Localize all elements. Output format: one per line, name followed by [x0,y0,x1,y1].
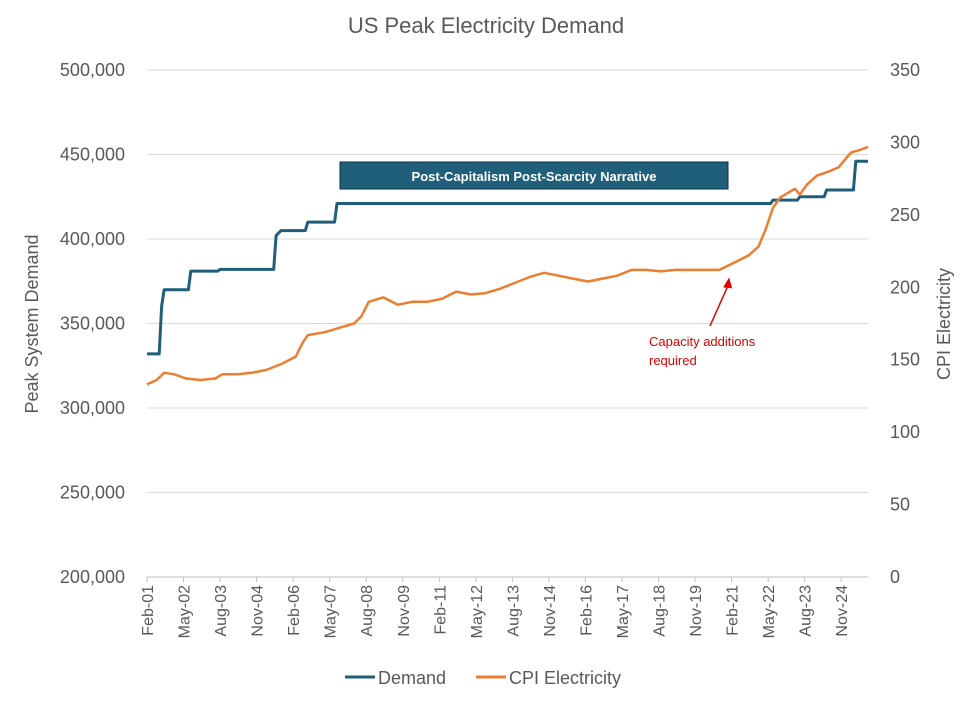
y-tick-label: 500,000 [60,60,125,80]
x-tick-label: Nov-14 [542,585,559,637]
cpi-electricity-line [146,145,869,386]
x-tick-label: May-02 [177,585,194,638]
y-axis-title: Peak System Demand [22,234,42,413]
x-tick-label: Feb-06 [286,585,303,636]
x-tick-label: Nov-19 [688,585,705,637]
x-tick-label: May-12 [469,585,486,638]
y2-tick-label: 200 [890,277,920,297]
note-line-1: Capacity additions [649,334,756,349]
y2-tick-label: 0 [890,567,900,587]
y-tick-label: 200,000 [60,567,125,587]
demand-line [147,159,868,356]
note-line-2: required [649,353,697,368]
y-tick-label: 400,000 [60,229,125,249]
y2-axis-title: CPI Electricity [934,268,954,380]
x-tick-label: Nov-24 [834,585,851,637]
gridlines [147,69,868,493]
x-tick-label: Aug-23 [798,585,815,637]
annotation-layer: Post-Capitalism Post-Scarcity Narrative C… [339,161,756,368]
y2-tick-label: 50 [890,495,910,515]
note-arrow-line [709,285,729,327]
x-tick-label: Aug-03 [213,585,230,637]
y-tick-label: 300,000 [60,398,125,418]
narrative-box-label: Post-Capitalism Post-Scarcity Narrative [412,169,657,184]
legend: Demand CPI Electricity [345,668,621,688]
x-tick-label: Feb-01 [140,585,157,636]
y-tick-label: 350,000 [60,314,125,334]
chart-title: US Peak Electricity Demand [348,13,624,38]
x-tick-label: May-07 [323,585,340,638]
legend-label-cpi: CPI Electricity [509,668,621,688]
y2-tick-label: 350 [890,60,920,80]
y-tick-label: 450,000 [60,145,125,165]
legend-label-demand: Demand [378,668,446,688]
series-layer [146,145,869,386]
x-tick-label: Aug-18 [652,585,669,637]
note-arrow-head [723,277,733,289]
narrative-box [339,161,729,190]
axes-layer: US Peak Electricity Demand 200,000 250,000… [22,13,954,638]
x-tick-label: May-22 [761,585,778,638]
x-tick-label: May-17 [615,585,632,638]
x-tick-label: Nov-09 [396,585,413,637]
y2-tick-label: 300 [890,132,920,152]
y2-tick-label: 150 [890,350,920,370]
x-tick-label: Feb-11 [432,585,449,635]
x-tick-label: Aug-08 [359,585,376,637]
x-tick-label: Nov-04 [250,585,267,637]
y2-tick-label: 100 [890,422,920,442]
y-tick-label: 250,000 [60,483,125,503]
x-tick-label: Feb-21 [725,585,742,636]
y2-tick-label: 250 [890,205,920,225]
x-tick-label: Aug-13 [505,585,522,637]
x-tick-label: Feb-16 [578,585,595,636]
